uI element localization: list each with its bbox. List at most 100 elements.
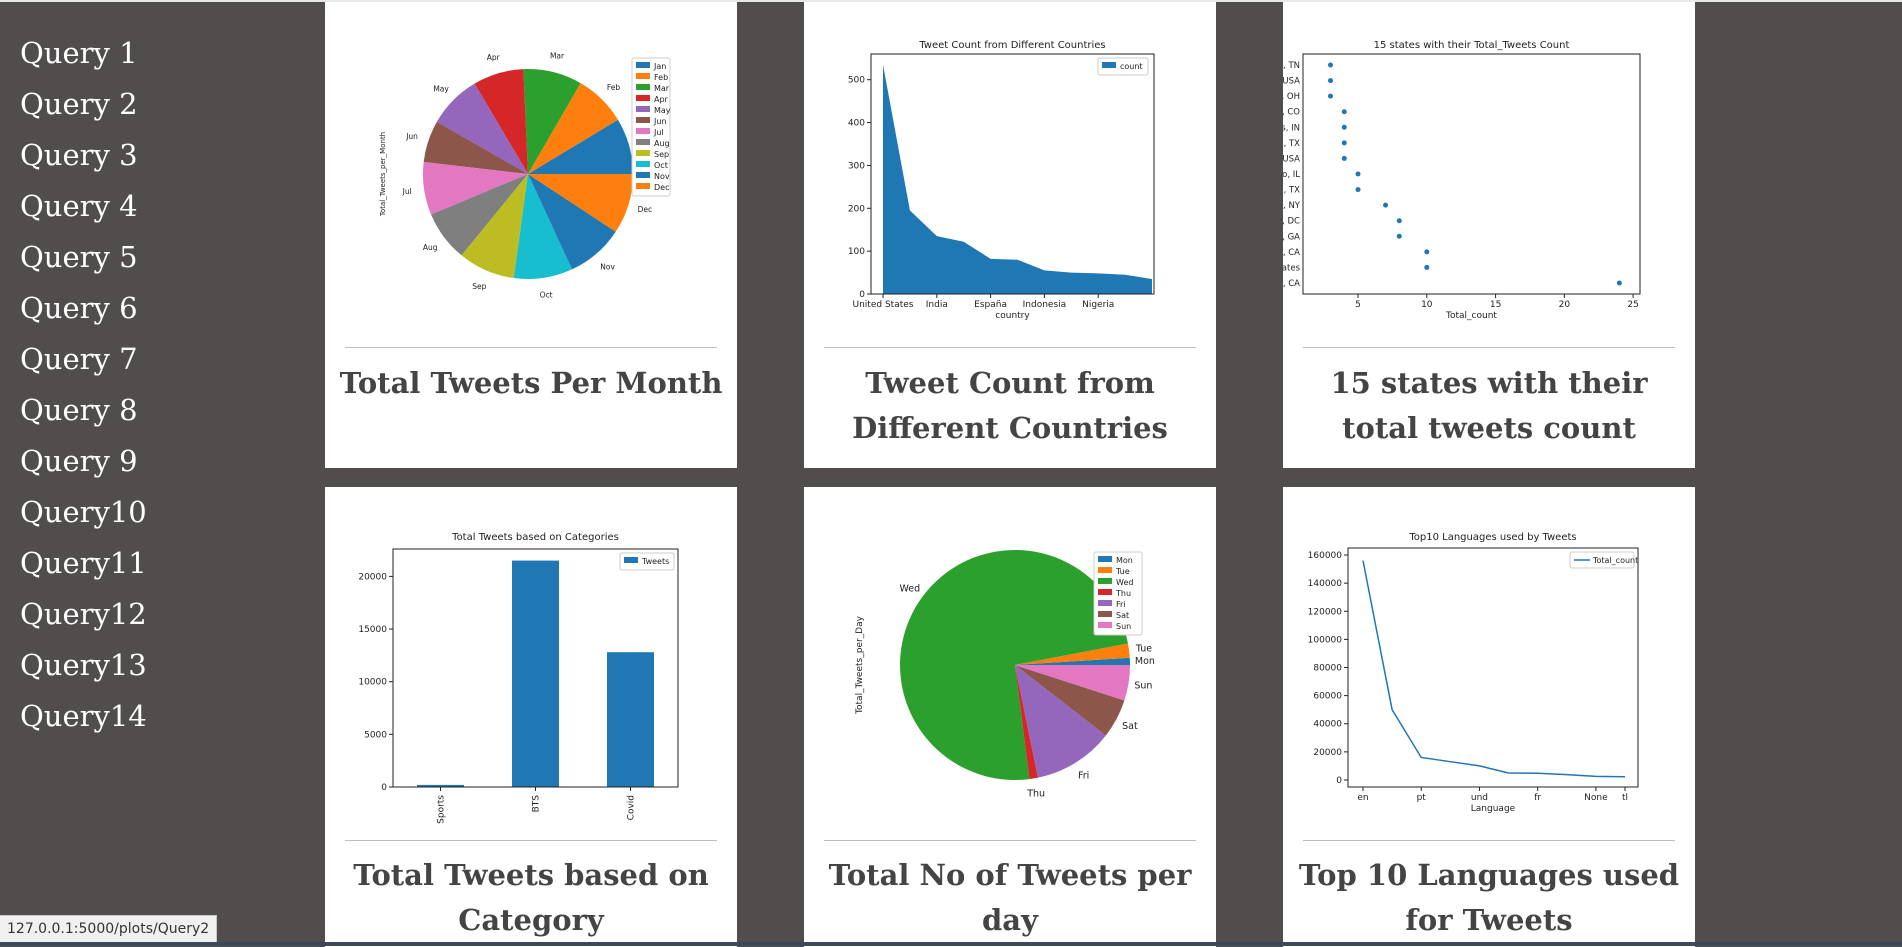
x-tick-label: United States bbox=[853, 300, 914, 310]
legend-swatch bbox=[636, 183, 650, 189]
y-tick-label: ornia, USA bbox=[1283, 154, 1300, 164]
plot-card-languages[interactable]: Top10 Languages used by Tweets 0 20000 4000… bbox=[1283, 487, 1695, 947]
x-tick-label: BTS bbox=[532, 795, 542, 813]
legend-label: May bbox=[654, 106, 671, 115]
y-tick-label: 100 bbox=[848, 247, 865, 257]
legend-label: Nov bbox=[654, 172, 670, 181]
legend-swatch bbox=[636, 172, 650, 178]
nav-query-6[interactable]: Query 6 bbox=[20, 291, 138, 325]
x-tick-label: 5 bbox=[1355, 300, 1361, 310]
y-tick-label: 200 bbox=[848, 204, 865, 214]
scatter-point bbox=[1424, 264, 1430, 270]
y-tick-label: enver, CO bbox=[1283, 108, 1300, 118]
legend-label: Sun bbox=[1116, 622, 1131, 631]
pie-slice-label: Fri bbox=[1078, 770, 1089, 781]
y-tick-label: souri, USA bbox=[1283, 77, 1300, 87]
nav-query-5[interactable]: Query 5 bbox=[20, 240, 138, 274]
nav-query-3[interactable]: Query 3 bbox=[20, 138, 138, 172]
pie-slice bbox=[528, 119, 633, 174]
y-tick-label: 40000 bbox=[1313, 720, 1342, 730]
y-tick-label: 5000 bbox=[364, 730, 387, 740]
y-tick-label: 80000 bbox=[1313, 664, 1342, 674]
legend-label: Dec bbox=[654, 183, 669, 192]
plot-card-countries[interactable]: Tweet Count from Different Countries 0 100… bbox=[804, 2, 1216, 468]
x-tick-label: 10 bbox=[1421, 300, 1433, 310]
line-series bbox=[1362, 560, 1626, 778]
pie-slice bbox=[423, 162, 528, 215]
y-tick-label: 120000 bbox=[1308, 607, 1343, 617]
x-tick-label: 15 bbox=[1490, 300, 1501, 310]
nav-query-1[interactable]: Query 1 bbox=[20, 36, 138, 70]
card-divider bbox=[345, 840, 717, 841]
y-tick-label: 20000 bbox=[358, 572, 387, 582]
pie-slice-label: Sep bbox=[472, 282, 486, 291]
card-caption: 15 states with their total tweets count bbox=[1330, 366, 1648, 445]
pie-slice-label: Feb bbox=[607, 83, 621, 92]
nav-query-10[interactable]: Query10 bbox=[20, 495, 147, 529]
card-caption: Total Tweets Per Month bbox=[339, 366, 723, 400]
x-tick-label: Covid bbox=[627, 795, 637, 820]
nav-query-13[interactable]: Query13 bbox=[20, 648, 147, 682]
pie-slice bbox=[900, 550, 1128, 780]
scatter-point bbox=[1396, 218, 1402, 224]
legend-label: Feb bbox=[654, 73, 668, 82]
states-scatter-chart: 15 states with their Total_Tweets Count s… bbox=[1283, 40, 1641, 321]
legend-label: Mar bbox=[654, 84, 670, 93]
pie-slice-label: Nov bbox=[600, 262, 615, 271]
card-divider bbox=[824, 840, 1196, 841]
bar bbox=[417, 784, 464, 787]
scatter-point bbox=[1341, 109, 1347, 115]
pie-slice-label: Jul bbox=[402, 187, 412, 196]
chart-title: Tweet Count from Different Countries bbox=[918, 40, 1105, 51]
x-tick-label: pt bbox=[1417, 793, 1427, 803]
y-tick-label: 20000 bbox=[1313, 748, 1342, 758]
y-tick-label: 15000 bbox=[358, 625, 387, 635]
scatter-point bbox=[1396, 233, 1402, 239]
chart-title: Top10 Languages used by Tweets bbox=[1408, 532, 1576, 543]
plot-card-states[interactable]: 15 states with their Total_Tweets Count s… bbox=[1283, 2, 1695, 468]
legend-label: Sat bbox=[1116, 611, 1129, 620]
x-axis-label: Language bbox=[1471, 804, 1516, 814]
plot-frame bbox=[1347, 547, 1639, 788]
card-caption: Top 10 Languages used for Tweets bbox=[1298, 858, 1680, 937]
pie-slice bbox=[474, 69, 528, 174]
chart-title: Total Tweets based on Categories bbox=[451, 532, 619, 543]
legend-swatch bbox=[636, 95, 650, 101]
legend-swatch bbox=[1098, 589, 1112, 595]
x-tick-label: India bbox=[926, 300, 948, 310]
x-tick-label: España bbox=[974, 300, 1007, 310]
nav-query-12[interactable]: Query12 bbox=[20, 597, 147, 631]
legend-label: Total_count bbox=[1592, 556, 1638, 565]
y-tick-label: 300 bbox=[848, 161, 865, 171]
y-tick-label: eland, OH bbox=[1283, 92, 1300, 102]
plot-card-monthly[interactable]: Jan Feb Mar Apr May Jun Jul Aug Sep Oct Nov Dec Tota… bbox=[325, 2, 737, 468]
scatter-point bbox=[1328, 78, 1334, 84]
card-caption: Tweet Count from Different Countries bbox=[852, 366, 1168, 445]
scatter-point bbox=[1341, 140, 1347, 146]
legend-swatch bbox=[636, 128, 650, 134]
nav-query-9[interactable]: Query 9 bbox=[20, 444, 138, 478]
nav-query-7[interactable]: Query 7 bbox=[20, 342, 138, 376]
x-tick-label: 20 bbox=[1559, 300, 1571, 310]
nav-query-8[interactable]: Query 8 bbox=[20, 393, 138, 427]
legend-swatch bbox=[1098, 611, 1112, 617]
legend-label: Jan bbox=[653, 62, 666, 71]
plot-card-days[interactable]: Mon Tue Wed Thu Fri Sat Sun Total_Tweets_per_Da… bbox=[804, 487, 1216, 947]
pie-slice bbox=[1015, 665, 1125, 736]
legend-swatch bbox=[1098, 556, 1112, 562]
nav-query-14[interactable]: Query14 bbox=[20, 699, 147, 733]
legend-swatch bbox=[1098, 567, 1112, 573]
sidebar-nav: Query 1 Query 2 Query 3 Query 4 Query 5 … bbox=[0, 0, 320, 946]
y-tick-label: w York, NY bbox=[1283, 201, 1301, 211]
pie-slice bbox=[513, 174, 573, 280]
nav-query-11[interactable]: Query11 bbox=[20, 546, 147, 580]
plot-card-categories[interactable]: Total Tweets based on Categories Sports BT… bbox=[325, 487, 737, 947]
legend-swatch bbox=[636, 84, 650, 90]
plot-frame bbox=[392, 548, 679, 788]
nav-query-4[interactable]: Query 4 bbox=[20, 189, 138, 223]
y-tick-label: ngton, DC bbox=[1283, 217, 1300, 227]
legend-label: count bbox=[1120, 62, 1143, 71]
legend-swatch bbox=[1102, 62, 1116, 68]
pie-slice-label: Mon bbox=[1135, 656, 1155, 667]
nav-query-2[interactable]: Query 2 bbox=[20, 87, 138, 121]
